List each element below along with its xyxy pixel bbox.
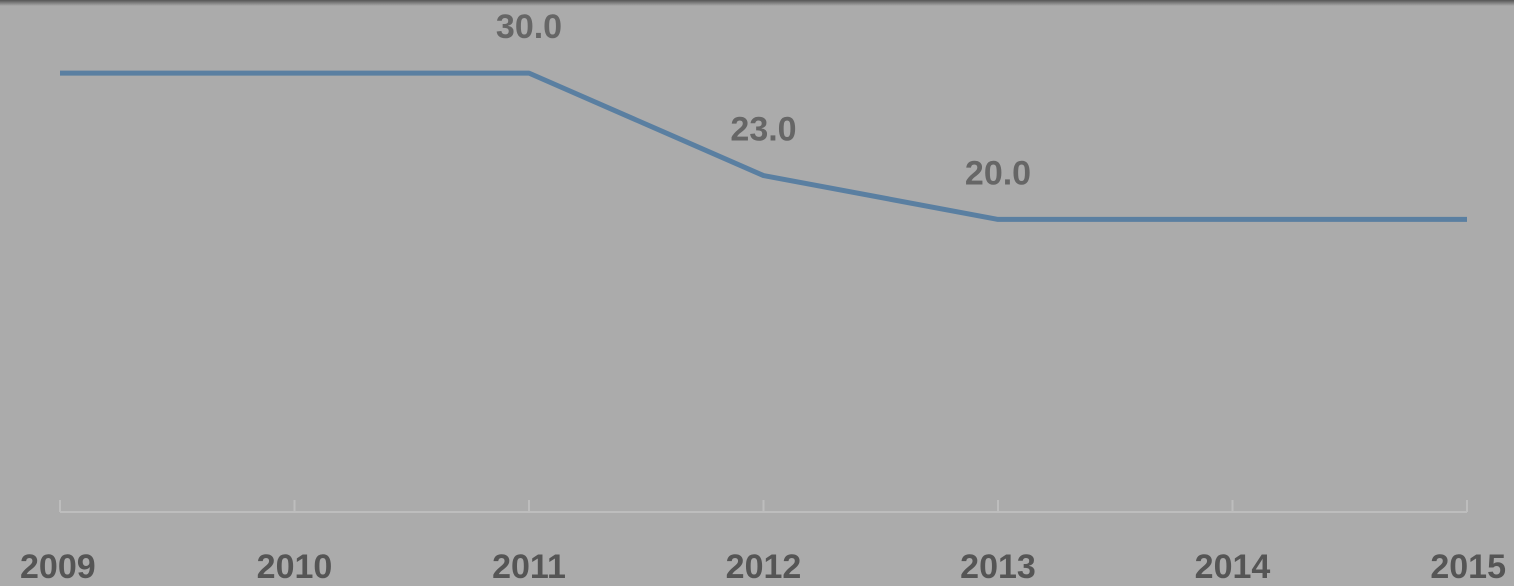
x-tick-label: 2014	[1195, 548, 1271, 586]
x-tick-label: 2013	[960, 548, 1036, 586]
x-tick-label: 2009	[20, 548, 96, 586]
line-series	[60, 70, 1467, 222]
data-label: 23.0	[730, 111, 796, 149]
data-label: 30.0	[496, 8, 562, 46]
data-label: 20.0	[965, 154, 1031, 192]
x-tick-label: 2015	[1430, 548, 1506, 586]
x-tick-label: 2011	[492, 548, 566, 586]
x-tick-label: 2012	[726, 548, 802, 586]
x-tick-label: 2010	[257, 548, 333, 586]
top-edge	[0, 0, 1514, 6]
